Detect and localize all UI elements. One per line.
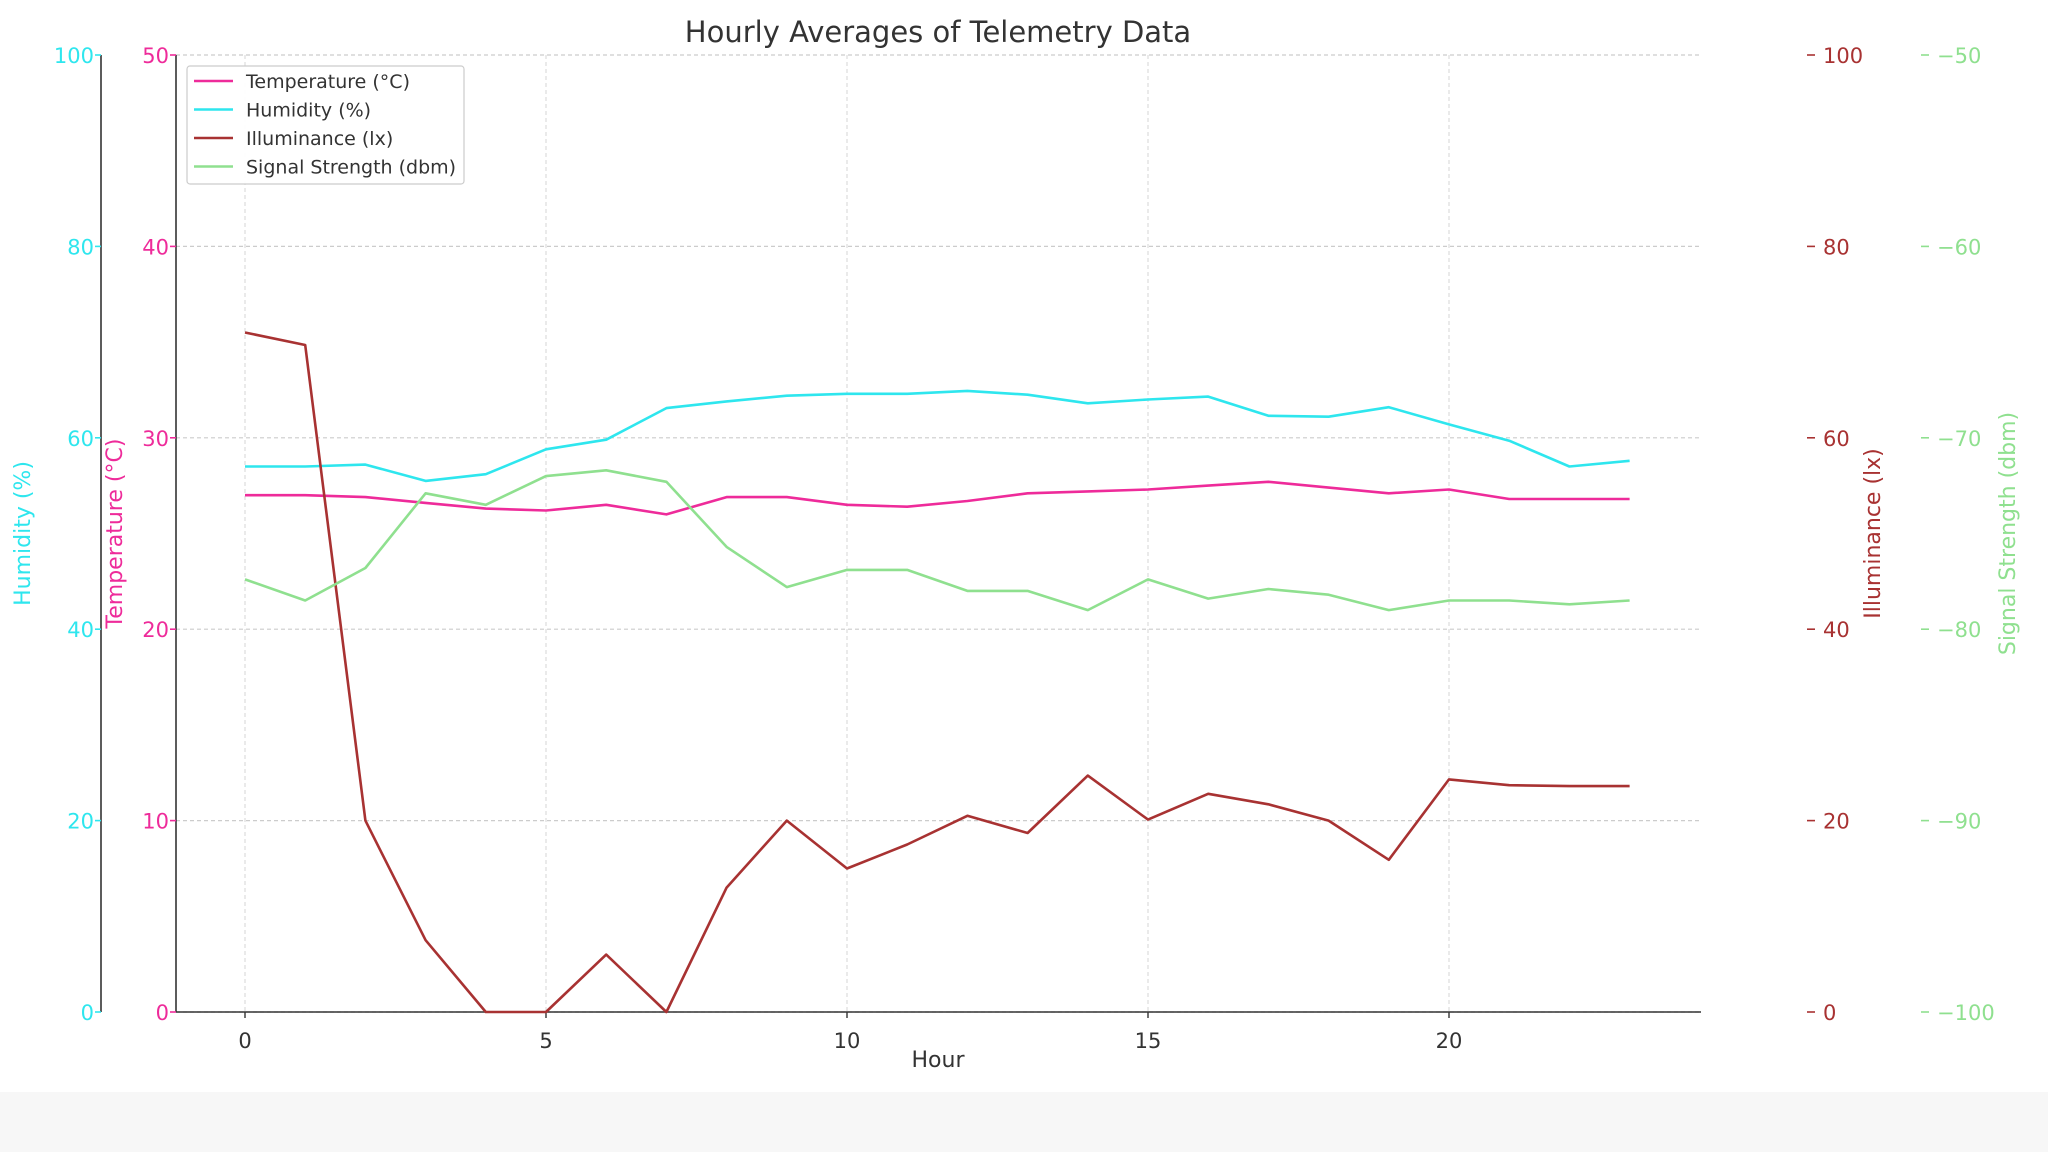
legend-label-lux: Illuminance (lx): [246, 128, 393, 150]
x-tick-label: 15: [1135, 1029, 1162, 1053]
sig-tick-label: −100: [1937, 1001, 1995, 1025]
x-tick-label: 0: [238, 1029, 251, 1053]
chart-title: Hourly Averages of Telemetry Data: [685, 15, 1191, 49]
axes-layer: 0 5 10 15 20 0 10 20 30 40 50 Temperature (°C) 0 20 40…: [11, 44, 2021, 1053]
legend-box: [186, 65, 465, 185]
lux-tick-label: 40: [1823, 618, 1850, 642]
x-axis-label: Hour: [912, 1048, 966, 1073]
legend-label-sig: Signal Strength (dbm): [246, 157, 456, 179]
hum-tick-label: 80: [67, 235, 94, 259]
hum-tick-label: 0: [81, 1001, 94, 1025]
temp-tick-label: 30: [142, 427, 169, 451]
legend-label-temp: Temperature (°C): [245, 71, 410, 93]
series-line-sig: [244, 468, 1630, 612]
temp-tick-label: 40: [142, 235, 169, 259]
hum-axis-title: Humidity (%): [11, 461, 36, 606]
hum-tick-label: 20: [67, 810, 94, 834]
lux-axis-title: Illuminance (lx): [1861, 448, 1886, 619]
series-line-hum: [245, 389, 1630, 483]
sig-axis-title: Signal Strength (dbm): [1996, 412, 2021, 655]
lux-tick-label: 60: [1823, 427, 1850, 451]
series-line-temp: [245, 480, 1630, 516]
temp-tick-label: 10: [142, 810, 169, 834]
hum-tick-label: 60: [67, 427, 94, 451]
legend: Temperature (°C) Humidity (%) Illuminance …: [186, 65, 465, 185]
sig-tick-label: −60: [1937, 235, 1981, 259]
sig-tick-label: −90: [1937, 810, 1981, 834]
lux-tick-label: 0: [1823, 1001, 1836, 1025]
lux-tick-label: 80: [1823, 235, 1850, 259]
sig-tick-label: −80: [1937, 618, 1981, 642]
series-line-lux: [244, 331, 1630, 1014]
sig-tick-label: −50: [1937, 44, 1981, 68]
hum-tick-label: 40: [67, 618, 94, 642]
footer-strip: [0, 1092, 2048, 1152]
temp-tick-label: 20: [142, 618, 169, 642]
lux-tick-label: 100: [1823, 44, 1863, 68]
temp-tick-label: 0: [156, 1001, 169, 1025]
sig-tick-label: −70: [1937, 427, 1981, 451]
x-tick-label: 20: [1436, 1029, 1463, 1053]
series-layer: [244, 331, 1630, 1014]
temp-axis-title: Temperature (°C): [103, 439, 128, 630]
lux-tick-label: 20: [1823, 810, 1850, 834]
temp-tick-label: 50: [142, 44, 169, 68]
hum-tick-label: 100: [54, 44, 94, 68]
x-tick-label: 5: [539, 1029, 552, 1053]
legend-label-hum: Humidity (%): [246, 100, 371, 122]
x-tick-label: 10: [834, 1029, 861, 1053]
